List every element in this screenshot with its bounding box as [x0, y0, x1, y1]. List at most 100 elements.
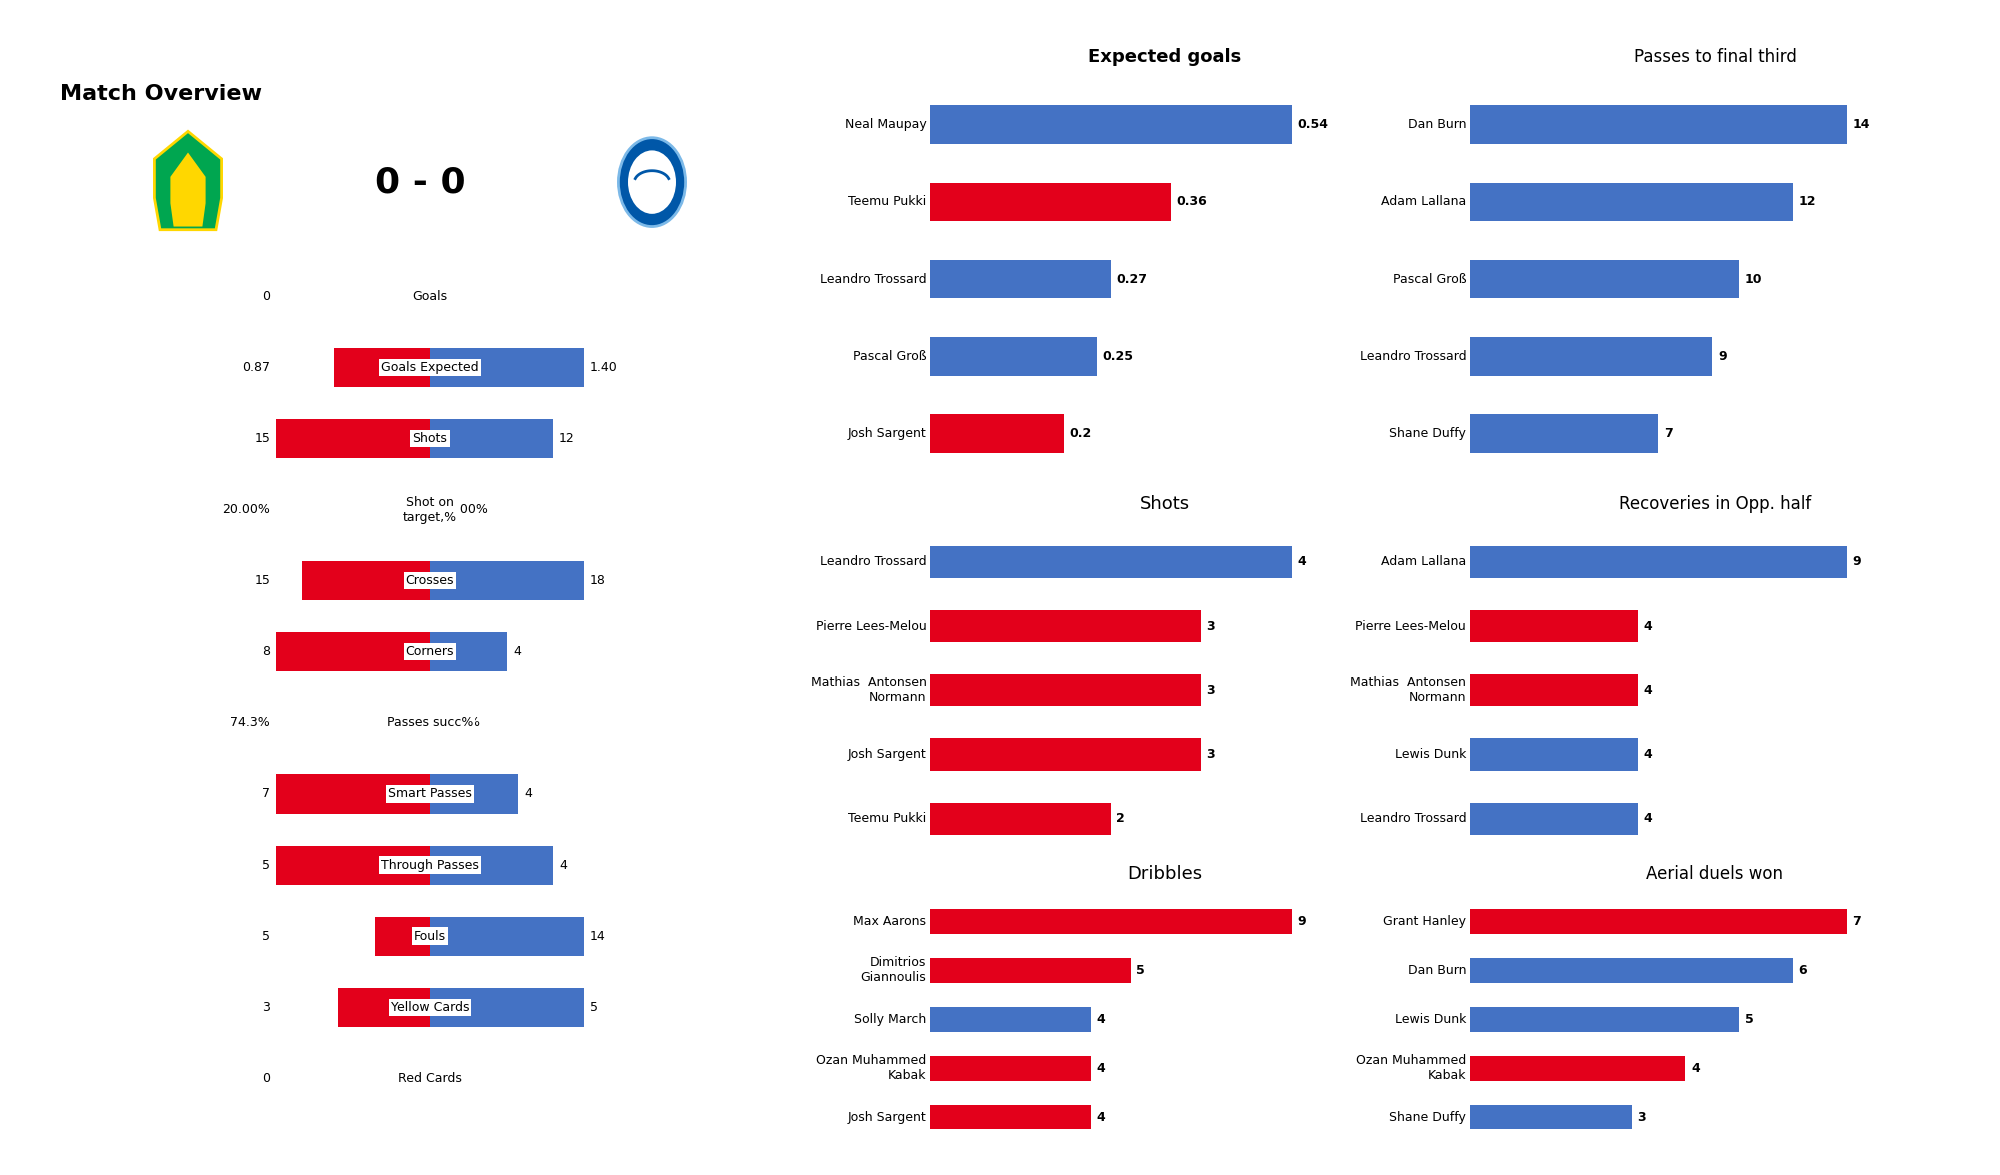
Bar — [930, 738, 1202, 771]
Text: Dan Burn: Dan Burn — [1408, 118, 1466, 132]
Text: 0.54: 0.54 — [1296, 118, 1328, 132]
Circle shape — [618, 137, 686, 227]
Text: 0.36: 0.36 — [1176, 195, 1208, 208]
Text: 0.27: 0.27 — [1116, 273, 1148, 286]
Text: Dimitrios
Giannoulis: Dimitrios Giannoulis — [860, 956, 926, 985]
Text: Pierre Lees-Melou: Pierre Lees-Melou — [816, 619, 926, 632]
Text: 18: 18 — [590, 575, 606, 588]
Text: Lewis Dunk: Lewis Dunk — [1394, 1013, 1466, 1026]
Text: Adam Lallana: Adam Lallana — [1380, 556, 1466, 569]
Text: 88.0%: 88.0% — [440, 717, 480, 730]
Text: 9: 9 — [1718, 350, 1726, 363]
Text: 8: 8 — [262, 645, 270, 658]
Bar — [376, 916, 430, 955]
Text: Leandro Trossard: Leandro Trossard — [1360, 350, 1466, 363]
Text: Lewis Dunk: Lewis Dunk — [1394, 748, 1466, 761]
Text: 74.3%: 74.3% — [230, 717, 270, 730]
Text: 0 - 0: 0 - 0 — [374, 166, 466, 199]
Text: Crosses: Crosses — [406, 575, 454, 588]
Text: 7: 7 — [1664, 427, 1672, 441]
Text: Goals: Goals — [412, 290, 448, 303]
Text: Josh Sargent: Josh Sargent — [848, 748, 926, 761]
Bar — [1470, 803, 1638, 834]
Text: Neal Maupay: Neal Maupay — [844, 118, 926, 132]
Text: Ozan Muhammed
Kabak: Ozan Muhammed Kabak — [1356, 1054, 1466, 1082]
Text: 2: 2 — [1116, 812, 1124, 825]
Text: 15: 15 — [254, 575, 270, 588]
Text: 3: 3 — [262, 1001, 270, 1014]
Bar — [1470, 909, 1846, 934]
Text: 3: 3 — [1206, 619, 1216, 632]
Text: Mathias  Antonsen
Normann: Mathias Antonsen Normann — [810, 677, 926, 704]
Text: Josh Sargent: Josh Sargent — [848, 1110, 926, 1123]
Bar — [1470, 1104, 1632, 1129]
Bar — [1470, 337, 1712, 376]
Text: Leandro Trossard: Leandro Trossard — [820, 273, 926, 286]
Bar — [1470, 1007, 1740, 1032]
Text: 5: 5 — [262, 859, 270, 872]
Text: 12: 12 — [1798, 195, 1816, 208]
Text: 0: 0 — [262, 1072, 270, 1085]
Text: 14: 14 — [1852, 118, 1870, 132]
Bar — [930, 1104, 1090, 1129]
Text: 7: 7 — [262, 787, 270, 800]
Bar — [930, 674, 1202, 706]
Bar — [338, 988, 430, 1027]
Text: Shots: Shots — [412, 432, 448, 445]
Text: 4: 4 — [1644, 619, 1652, 632]
Bar — [930, 1007, 1090, 1032]
Text: 4: 4 — [1096, 1013, 1104, 1026]
Bar — [430, 419, 552, 458]
Text: 5: 5 — [590, 1001, 598, 1014]
Text: Match Overview: Match Overview — [60, 83, 262, 105]
Bar — [430, 632, 506, 671]
Text: Max Aarons: Max Aarons — [854, 915, 926, 928]
Text: 4: 4 — [514, 645, 520, 658]
Bar — [930, 415, 1064, 452]
Text: 4: 4 — [1644, 748, 1652, 761]
Title: Passes to final third: Passes to final third — [1634, 48, 1796, 66]
Text: Through Passes: Through Passes — [382, 859, 478, 872]
Text: Grant Hanley: Grant Hanley — [1384, 915, 1466, 928]
Bar — [430, 562, 584, 600]
Text: 4: 4 — [560, 859, 568, 872]
Bar — [1470, 610, 1638, 643]
Text: 3: 3 — [1638, 1110, 1646, 1123]
Text: Smart Passes: Smart Passes — [388, 787, 472, 800]
Bar — [930, 182, 1172, 221]
Text: 15: 15 — [254, 432, 270, 445]
Text: 4: 4 — [1692, 1062, 1700, 1075]
Bar — [430, 846, 552, 885]
Title: Dribbles: Dribbles — [1128, 865, 1202, 882]
Text: Shane Duffy: Shane Duffy — [1390, 1110, 1466, 1123]
Text: 0: 0 — [440, 1072, 448, 1085]
Text: 14: 14 — [590, 929, 606, 942]
Bar — [334, 348, 430, 387]
Bar — [276, 632, 430, 671]
Text: Leandro Trossard: Leandro Trossard — [1360, 812, 1466, 825]
Text: 4: 4 — [1644, 684, 1652, 697]
Text: 3: 3 — [1206, 684, 1216, 697]
Bar — [276, 419, 430, 458]
Text: 9: 9 — [1296, 915, 1306, 928]
Polygon shape — [154, 132, 222, 230]
Text: 0: 0 — [262, 290, 270, 303]
Bar — [430, 774, 518, 813]
Text: 6: 6 — [1798, 963, 1808, 976]
Text: Teemu Pukki: Teemu Pukki — [848, 812, 926, 825]
Text: Goals Expected: Goals Expected — [382, 361, 478, 374]
Text: Josh Sargent: Josh Sargent — [848, 427, 926, 441]
Bar — [930, 106, 1292, 143]
Bar — [276, 846, 430, 885]
Text: Ozan Muhammed
Kabak: Ozan Muhammed Kabak — [816, 1054, 926, 1082]
Text: Shot on
target,%: Shot on target,% — [402, 496, 458, 524]
Bar — [930, 337, 1098, 376]
Bar — [930, 1056, 1090, 1081]
Circle shape — [628, 150, 676, 214]
Polygon shape — [170, 153, 206, 227]
Text: 4: 4 — [524, 787, 532, 800]
Text: Fouls: Fouls — [414, 929, 446, 942]
Text: 3: 3 — [1206, 748, 1216, 761]
Bar — [430, 348, 584, 387]
Bar — [1470, 1056, 1686, 1081]
